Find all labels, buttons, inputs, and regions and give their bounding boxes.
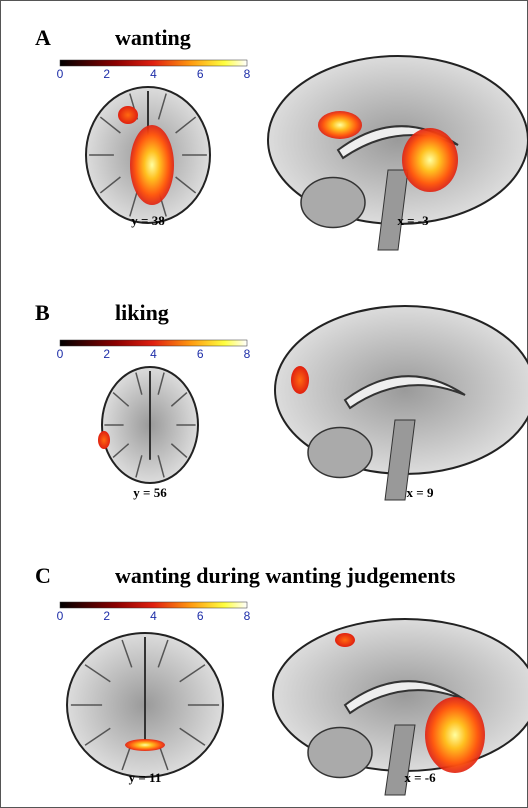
cerebellum — [301, 178, 365, 228]
activation — [98, 431, 110, 449]
activation — [335, 633, 355, 647]
colorbar-tick-label: 0 — [57, 609, 64, 623]
colorbar-tick-label: 8 — [244, 67, 251, 81]
colorbar-tick-label: 0 — [57, 67, 64, 81]
colorbar-tick-label: 4 — [150, 347, 157, 361]
activation — [130, 125, 174, 205]
activation — [118, 106, 138, 124]
panel-label: B — [35, 300, 50, 325]
colorbar-tick-label: 6 — [197, 67, 204, 81]
figure: Awanting 0 2 4 6 8 y = 38 x = -3 Bliking 0 2 4 6 8 y =… — [0, 0, 528, 808]
colorbar-tick-label: 0 — [57, 347, 64, 361]
panel-title: wanting during wanting judgements — [115, 563, 456, 588]
colorbar-tick-label: 2 — [103, 347, 110, 361]
colorbar-tick-label: 6 — [197, 347, 204, 361]
colorbar-tick-label: 2 — [103, 609, 110, 623]
slice-label: y = 11 — [129, 770, 162, 785]
slice-label: y = 56 — [133, 485, 167, 500]
slice-label: x = -3 — [397, 213, 429, 228]
colorbar-tick-label: 6 — [197, 609, 204, 623]
activation — [291, 366, 309, 394]
colorbar-tick-label: 4 — [150, 67, 157, 81]
cerebellum — [308, 728, 372, 778]
panel-title: liking — [115, 300, 169, 325]
panel-label: A — [35, 25, 51, 50]
activation — [125, 739, 165, 751]
activation — [318, 111, 362, 139]
colorbar-tick-label: 8 — [244, 347, 251, 361]
panel-title: wanting — [115, 25, 191, 50]
slice-label: x = -6 — [404, 770, 436, 785]
slice-label: y = 38 — [131, 213, 165, 228]
activation — [425, 697, 485, 773]
colorbar-tick-label: 4 — [150, 609, 157, 623]
activation — [402, 128, 458, 192]
colorbar — [60, 60, 247, 66]
colorbar-tick-label: 8 — [244, 609, 251, 623]
colorbar — [60, 602, 247, 608]
cerebellum — [308, 428, 372, 478]
colorbar — [60, 340, 247, 346]
slice-label: x = 9 — [407, 485, 434, 500]
colorbar-tick-label: 2 — [103, 67, 110, 81]
panel-label: C — [35, 563, 51, 588]
